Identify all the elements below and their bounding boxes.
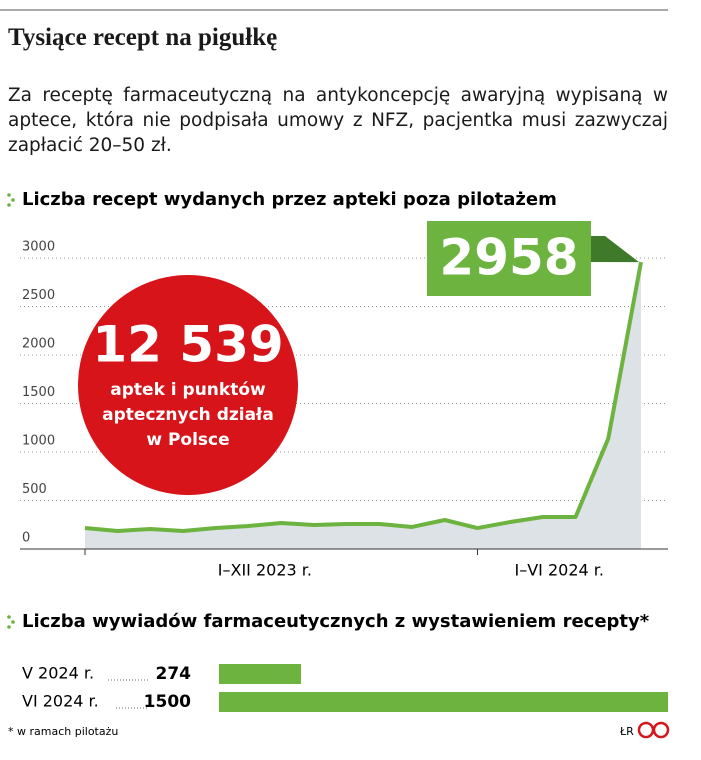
annotation-text: aptecznych działa	[102, 405, 274, 425]
title-icon	[11, 198, 15, 202]
annotation-circle	[78, 275, 298, 495]
pointer	[585, 236, 639, 263]
title-icon	[7, 615, 11, 619]
value-label: 274	[156, 664, 192, 684]
y-tick-label: 1000	[22, 434, 55, 449]
value-label: 1500	[144, 692, 191, 712]
title-icon	[7, 203, 11, 207]
y-tick-label: 2000	[22, 337, 55, 352]
x-tick-label: I–VI 2024 r.	[515, 561, 604, 580]
value-label: 2958	[439, 229, 578, 287]
category-label: VI 2024 r.	[22, 692, 99, 711]
annotation-text: aptek i punktów	[110, 380, 266, 400]
y-tick-label: 500	[22, 482, 47, 497]
y-tick-label: 2500	[22, 288, 55, 303]
area	[85, 262, 641, 549]
title: Tysiące recept na pigułkę	[8, 24, 278, 51]
title-icon	[7, 193, 11, 197]
y-tick-label: 0	[22, 531, 30, 546]
bar	[219, 692, 668, 712]
logo	[637, 721, 670, 739]
line	[84, 261, 643, 533]
credit: ŁR	[619, 725, 634, 738]
description: Za receptę farmaceutyczną na antykoncepc…	[8, 85, 668, 156]
y-tick-label: 3000	[22, 240, 55, 255]
annotation-text: w Polsce	[146, 430, 229, 450]
title-icon	[7, 625, 11, 629]
chart-title: Liczba wywiadów farmaceutycznych z wysta…	[22, 611, 650, 632]
x-tick-label: I–XII 2023 r.	[218, 561, 312, 580]
bar	[219, 664, 302, 684]
footnote: * w ramach pilotażu	[8, 725, 118, 738]
category-label: V 2024 r.	[22, 664, 94, 683]
chart-title: Liczba recept wydanych przez apteki poza…	[22, 189, 557, 210]
value-box	[427, 221, 591, 296]
title-icon	[11, 620, 15, 624]
annotation-number: 12 539	[92, 316, 283, 374]
y-tick-label: 1500	[22, 385, 55, 400]
